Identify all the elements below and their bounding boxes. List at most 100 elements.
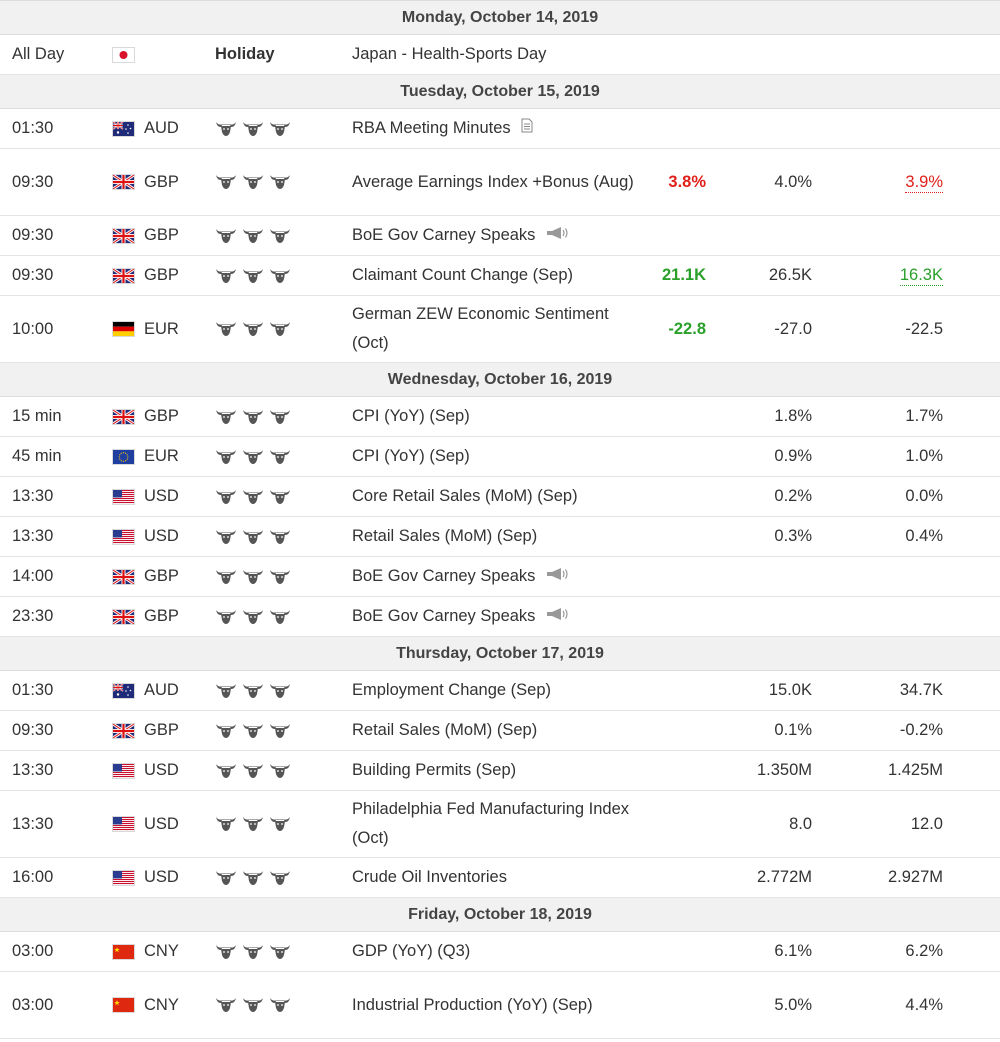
us-flag-icon (113, 489, 134, 504)
event-name[interactable]: Industrial Production (YoY) (Sep) (352, 972, 637, 1038)
event-title[interactable]: Building Permits (Sep) (352, 761, 517, 779)
event-time: 09:30 (12, 172, 54, 191)
bull-icon (215, 320, 237, 338)
event-title[interactable]: Core Retail Sales (MoM) (Sep) (352, 487, 578, 505)
event-name[interactable]: Claimant Count Change (Sep) (352, 256, 637, 295)
event-name[interactable]: Retail Sales (MoM) (Sep) (352, 711, 637, 750)
bull-icon (215, 996, 237, 1014)
event-title[interactable]: Crude Oil Inventories (352, 868, 507, 886)
event-forecast: 26.5K (768, 266, 812, 284)
event-time: 13:30 (12, 814, 54, 833)
importance-rating (215, 791, 291, 857)
event-title[interactable]: BoE Gov Carney Speaks (352, 566, 536, 585)
event-row[interactable]: 09:30 GBP Retail Sales (MoM) (Sep) 0.1% -… (0, 711, 1000, 751)
event-row[interactable]: 13:30 USD Building Permits (Sep) 1.350M 1… (0, 751, 1000, 791)
event-name[interactable]: BoE Gov Carney Speaks (352, 597, 637, 636)
event-title[interactable]: CPI (YoY) (Sep) (352, 407, 470, 425)
bull-icon (242, 722, 264, 740)
currency-code: USD (144, 527, 179, 545)
event-name[interactable]: German ZEW Economic Sentiment (Oct) (352, 296, 637, 362)
event-name[interactable]: BoE Gov Carney Speaks (352, 557, 637, 596)
event-title[interactable]: Philadelphia Fed Manufacturing Index (Oc… (352, 800, 630, 847)
gb-flag-icon (112, 722, 135, 739)
currency-code: EUR (144, 447, 179, 465)
bull-icon (215, 608, 237, 626)
event-row[interactable]: 10:00 EUR German ZEW Economic Sentiment … (0, 296, 1000, 363)
event-name[interactable]: Japan - Health-Sports Day (352, 35, 637, 74)
event-title[interactable]: GDP (YoY) (Q3) (352, 942, 471, 960)
event-name[interactable]: Employment Change (Sep) (352, 671, 637, 710)
previous-value: -22.5 (905, 319, 943, 338)
event-name[interactable]: Crude Oil Inventories (352, 858, 637, 897)
event-name[interactable]: BoE Gov Carney Speaks (352, 216, 637, 255)
event-title[interactable]: Claimant Count Change (Sep) (352, 266, 574, 284)
event-currency: AUD (112, 671, 179, 710)
event-row[interactable]: 13:30 USD Retail Sales (MoM) (Sep) 0.3% 0… (0, 517, 1000, 557)
event-time: All Day (12, 45, 65, 63)
event-name[interactable]: Building Permits (Sep) (352, 751, 637, 790)
event-row[interactable]: 03:00 CNY Industrial Production (YoY) (S… (0, 972, 1000, 1039)
bull-icon (269, 408, 291, 426)
event-row[interactable]: 01:30 AUD Employment Change (Sep) (0, 671, 1000, 711)
event-time: 01:30 (12, 119, 54, 137)
event-title[interactable]: RBA Meeting Minutes (352, 118, 511, 137)
event-title[interactable]: Employment Change (Sep) (352, 681, 552, 699)
bull-icon (242, 568, 264, 586)
event-row[interactable]: All Day Holiday Japan - Health-Sports Da… (0, 35, 1000, 75)
event-previous: 1.7% (905, 397, 943, 436)
event-currency: USD (113, 517, 179, 556)
event-name[interactable]: Core Retail Sales (MoM) (Sep) (352, 477, 637, 516)
event-name[interactable]: Philadelphia Fed Manufacturing Index (Oc… (352, 791, 637, 857)
event-currency: GBP (112, 149, 179, 215)
event-row[interactable]: 23:30 GBP BoE Gov Carney Speaks (0, 597, 1000, 637)
event-time: 13:30 (12, 527, 54, 545)
event-row[interactable]: 09:30 GBP Claimant Count Change (Sep) 21… (0, 256, 1000, 296)
speaker-icon[interactable] (545, 602, 571, 631)
event-previous[interactable]: 3.9% (905, 149, 943, 215)
event-row[interactable]: 09:30 GBP Average Earnings Index +Bonus … (0, 149, 1000, 216)
event-currency: GBP (112, 557, 179, 596)
event-row[interactable]: 16:00 USD Crude Oil Inventories 2.772M 2.… (0, 858, 1000, 898)
speaker-icon[interactable] (545, 562, 571, 591)
bull-icon (242, 173, 264, 191)
bull-icon (215, 815, 237, 833)
bull-icon (242, 815, 264, 833)
day-header: Tuesday, October 15, 2019 (0, 75, 1000, 109)
bull-icon (242, 608, 264, 626)
event-row[interactable]: 14:00 GBP BoE Gov Carney Speaks (0, 557, 1000, 597)
event-title[interactable]: BoE Gov Carney Speaks (352, 225, 536, 244)
event-row[interactable]: 45 min EUR CPI (YoY) (Sep) 0.9% 1.0% (0, 437, 1000, 477)
event-title[interactable]: Retail Sales (MoM) (Sep) (352, 527, 538, 545)
event-name[interactable]: CPI (YoY) (Sep) (352, 397, 637, 436)
event-row[interactable]: 09:30 GBP BoE Gov Carney Speaks (0, 216, 1000, 256)
event-title[interactable]: BoE Gov Carney Speaks (352, 606, 536, 625)
event-name[interactable]: Average Earnings Index +Bonus (Aug) (352, 149, 637, 215)
event-time: 01:30 (12, 681, 54, 699)
gb-flag-icon (112, 227, 135, 244)
document-icon[interactable] (521, 114, 533, 143)
event-title[interactable]: CPI (YoY) (Sep) (352, 447, 470, 465)
event-title[interactable]: Japan - Health-Sports Day (352, 45, 547, 63)
event-name[interactable]: Retail Sales (MoM) (Sep) (352, 517, 637, 556)
speaker-icon[interactable] (545, 221, 571, 250)
event-row[interactable]: 03:00 CNY GDP (YoY) (Q3) 6.1% 6.2% (0, 932, 1000, 972)
event-title[interactable]: Retail Sales (MoM) (Sep) (352, 721, 538, 739)
event-row[interactable]: 13:30 USD Core Retail Sales (MoM) (Sep) … (0, 477, 1000, 517)
event-title[interactable]: Industrial Production (YoY) (Sep) (352, 995, 593, 1014)
event-row[interactable]: 13:30 USD Philadelphia Fed Manufacturing… (0, 791, 1000, 858)
event-name[interactable]: RBA Meeting Minutes (352, 109, 637, 148)
event-row[interactable]: 01:30 AUD RBA Meeting Minutes (0, 109, 1000, 149)
importance-rating (215, 397, 291, 436)
currency-code: GBP (144, 567, 179, 585)
bull-icon (215, 267, 237, 285)
event-name[interactable]: GDP (YoY) (Q3) (352, 932, 637, 971)
event-title[interactable]: German ZEW Economic Sentiment (Oct) (352, 305, 609, 352)
event-row[interactable]: 15 min GBP CPI (YoY) (Sep) 1.8% 1.7% (0, 397, 1000, 437)
event-forecast: 2.772M (756, 868, 812, 886)
event-forecast: 0.9% (774, 447, 812, 465)
event-name[interactable]: CPI (YoY) (Sep) (352, 437, 637, 476)
event-previous: 0.4% (905, 517, 943, 556)
bull-icon (269, 448, 291, 466)
event-title[interactable]: Average Earnings Index +Bonus (Aug) (352, 172, 634, 191)
event-previous[interactable]: 16.3K (899, 256, 943, 295)
